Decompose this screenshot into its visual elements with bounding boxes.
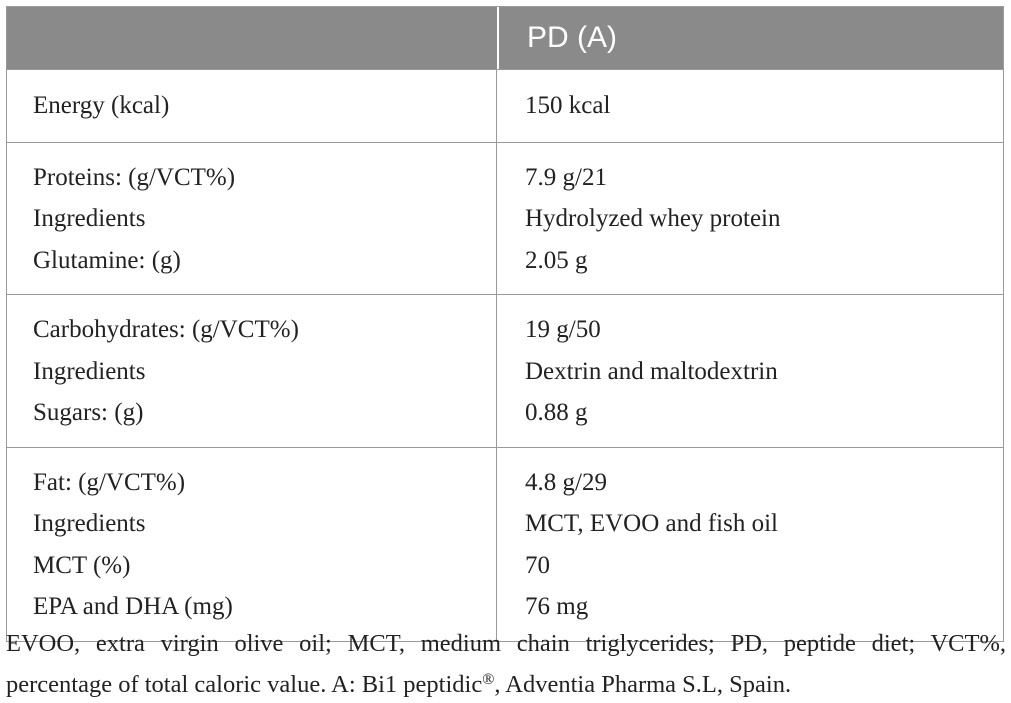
row-value: Hydrolyzed whey protein [525, 205, 781, 232]
row-value: 150 kcal [525, 92, 611, 119]
row-value: 7.9 g/21 [525, 163, 607, 191]
label-cell: Energy (kcal) [7, 70, 497, 142]
header-cell-empty [7, 7, 499, 69]
value-cell: 150 kcal [497, 70, 1003, 142]
registered-mark: ® [482, 671, 495, 688]
row-value: 76 mg [525, 593, 589, 620]
label-cell: Carbohydrates: (g/VCT%) Ingredients Suga… [7, 295, 497, 447]
row-value: 70 [525, 551, 550, 579]
row-label: MCT (%) [33, 551, 131, 579]
row-value: 4.8 g/29 [525, 468, 607, 496]
nutrition-table: PD (A) Energy (kcal) 150 kcal Proteins: … [6, 6, 1004, 642]
row-label: Sugars: (g) [33, 399, 144, 426]
row-label: Ingredients [33, 205, 146, 232]
row-label: Proteins: (g/VCT%) [33, 163, 236, 191]
row-label: Carbohydrates: (g/VCT%) [33, 316, 299, 343]
row-value: MCT, EVOO and fish oil [525, 510, 778, 537]
value-cell: 7.9 g/21 Hydrolyzed whey protein 2.05 g [497, 143, 1003, 295]
row-group-fat: Fat: (g/VCT%) Ingredients MCT (%) EPA an… [7, 447, 1003, 641]
table-footnote: EVOO, extra virgin olive oil; MCT, mediu… [6, 626, 1006, 703]
row-value: 0.88 g [525, 399, 588, 426]
row-value: 2.05 g [525, 246, 588, 274]
row-label: Glutamine: (g) [33, 246, 181, 274]
row-group-proteins: Proteins: (g/VCT%) Ingredients Glutamine… [7, 142, 1003, 295]
row-label: Energy (kcal) [33, 92, 170, 119]
row-label: Fat: (g/VCT%) [33, 468, 186, 496]
label-cell: Proteins: (g/VCT%) Ingredients Glutamine… [7, 142, 497, 294]
value-cell: 4.8 g/29 MCT, EVOO and fish oil 70 76 mg [497, 448, 1003, 641]
row-value: 19 g/50 [525, 316, 601, 343]
row-label: Ingredients [33, 510, 146, 537]
table-header-row: PD (A) [7, 7, 1003, 70]
row-value: Dextrin and maltodextrin [525, 357, 778, 385]
value-cell: 19 g/50 Dextrin and maltodextrin 0.88 g [497, 295, 1003, 447]
row-label: Ingredients [33, 357, 146, 385]
footnote-line-2-end: , Adventia Pharma S.L, Spain. [494, 671, 792, 698]
row-group-energy: Energy (kcal) 150 kcal [7, 70, 1003, 143]
label-cell: Fat: (g/VCT%) Ingredients MCT (%) EPA an… [7, 447, 497, 641]
row-group-carbohydrates: Carbohydrates: (g/VCT%) Ingredients Suga… [7, 295, 1003, 448]
footnote-line-1: EVOO, extra virgin olive oil; MCT, mediu… [6, 630, 1006, 657]
row-label: EPA and DHA (mg) [33, 593, 233, 620]
footnote-line-2-start: percentage of total caloric value. A: Bi… [6, 671, 483, 698]
header-cell-pd: PD (A) [527, 21, 617, 54]
